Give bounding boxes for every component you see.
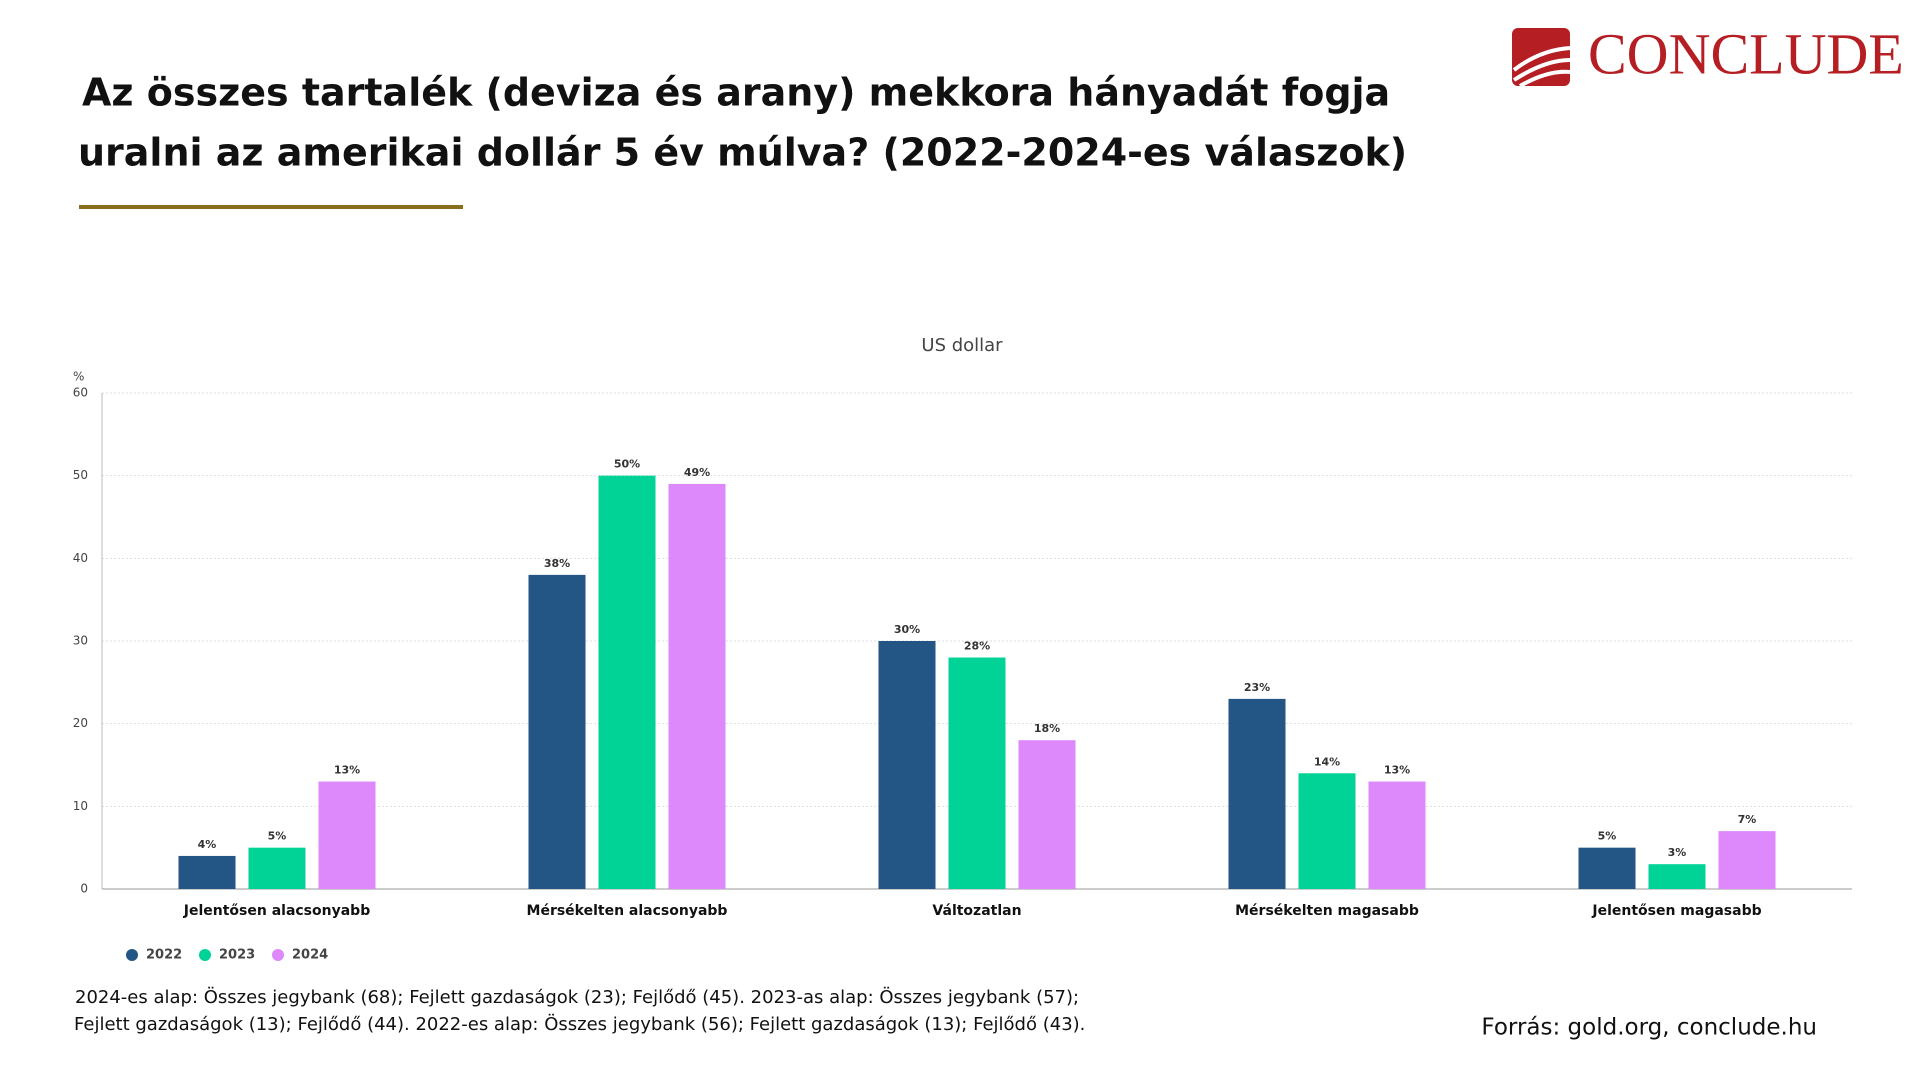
value-label: 13%	[1384, 764, 1410, 777]
logo-icon-stripes	[1512, 46, 1571, 88]
value-label: 5%	[1598, 830, 1617, 843]
bar	[1018, 740, 1076, 889]
logo-text: CONCLUDE	[1588, 21, 1904, 86]
value-label: 3%	[1668, 846, 1687, 859]
x-tick-label: Mérsékelten alacsonyabb	[527, 903, 728, 919]
legend-label: 2022	[146, 948, 182, 963]
value-label: 18%	[1034, 722, 1060, 735]
footnote: Fejlett gazdaságok (13); Fejlődő (44). 2…	[74, 1013, 1085, 1035]
value-label: 30%	[894, 623, 920, 636]
y-tick-label: 60	[73, 386, 88, 400]
y-tick-label: 0	[80, 882, 88, 896]
logo: CONCLUDE	[1512, 21, 1904, 88]
bar	[318, 781, 376, 889]
x-tick-label: Mérsékelten magasabb	[1235, 903, 1419, 919]
value-label: 49%	[684, 466, 710, 479]
bar	[1648, 864, 1706, 889]
x-tick-label: Változatlan	[932, 903, 1021, 919]
legend-marker	[199, 949, 211, 961]
value-label: 23%	[1244, 681, 1270, 694]
x-tick-label: Jelentősen magasabb	[1591, 903, 1761, 919]
bar	[178, 855, 236, 889]
page-title: Az összes tartalék (deviza és arany) mek…	[82, 71, 1390, 115]
y-tick-label: 10	[73, 799, 88, 813]
y-tick-label: 40	[73, 551, 88, 565]
bar	[528, 574, 586, 889]
value-label: 13%	[334, 764, 360, 777]
value-label: 50%	[614, 458, 640, 471]
page-title: uralni az amerikai dollár 5 év múlva? (2…	[78, 131, 1407, 175]
chart-title: US dollar	[921, 335, 1003, 356]
value-label: 7%	[1738, 813, 1757, 826]
y-axis-label: %	[73, 370, 84, 384]
value-label: 38%	[544, 557, 570, 570]
y-tick-label: 50	[73, 468, 88, 482]
bar	[948, 657, 1006, 889]
bar	[248, 847, 306, 889]
value-label: 14%	[1314, 755, 1340, 768]
bar	[1368, 781, 1426, 889]
value-label: 28%	[964, 640, 990, 653]
legend-marker	[126, 949, 138, 961]
bar	[1228, 698, 1286, 889]
bar	[1298, 773, 1356, 889]
title-underline	[79, 205, 463, 209]
y-tick-label: 20	[73, 716, 88, 730]
bar	[1578, 847, 1636, 889]
y-tick-label: 30	[73, 634, 88, 648]
bar	[668, 483, 726, 889]
value-label: 5%	[268, 830, 287, 843]
legend-label: 2024	[292, 948, 328, 963]
bar	[1718, 831, 1776, 889]
bar	[598, 475, 656, 889]
legend-label: 2023	[219, 948, 255, 963]
legend-marker	[272, 949, 284, 961]
bar	[878, 641, 936, 889]
source: Forrás: gold.org, conclude.hu	[1481, 1015, 1817, 1041]
x-tick-label: Jelentősen alacsonyabb	[183, 903, 370, 919]
value-label: 4%	[198, 838, 217, 851]
footnote: 2024-es alap: Összes jegybank (68); Fejl…	[75, 986, 1079, 1008]
